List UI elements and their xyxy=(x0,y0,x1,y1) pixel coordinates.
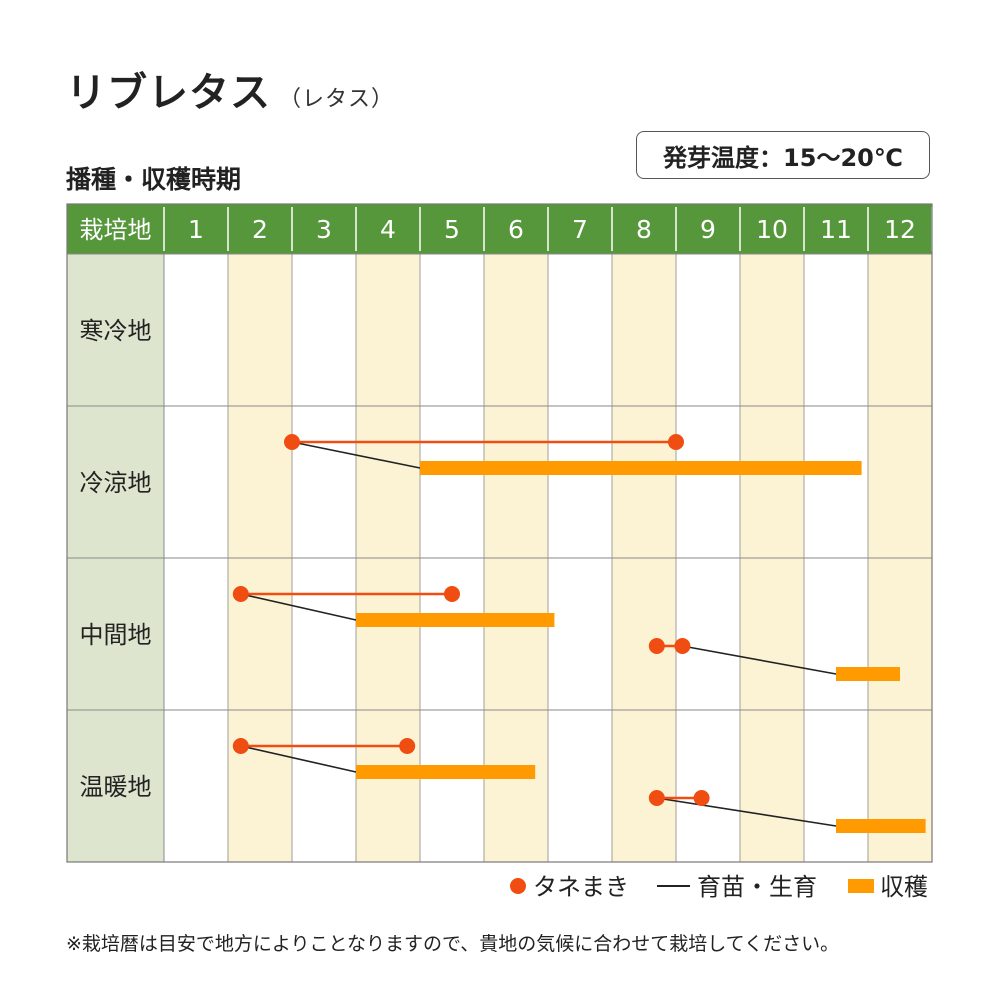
month-label: 3 xyxy=(316,215,332,244)
month-label: 5 xyxy=(444,215,460,244)
sowing-point xyxy=(648,638,665,654)
legend-sowing-label: タネまき xyxy=(533,873,629,901)
legend-nursery-label: 育苗・生育 xyxy=(697,873,817,901)
region-label: 中間地 xyxy=(80,621,152,649)
title-main: リブレタス xyxy=(66,70,271,116)
month-label: 9 xyxy=(700,215,716,244)
month-label: 8 xyxy=(636,215,652,244)
header-row xyxy=(67,204,932,254)
month-label: 1 xyxy=(188,215,204,244)
corner-label: 栽培地 xyxy=(80,216,152,244)
title-sub: （レタス） xyxy=(279,87,395,112)
month-label: 11 xyxy=(820,215,852,244)
harvest-bar xyxy=(836,667,900,681)
legend-sowing-marker xyxy=(510,878,526,894)
harvest-bar xyxy=(836,819,926,833)
region-label: 温暖地 xyxy=(80,773,152,801)
sowing-point xyxy=(693,790,710,806)
nursery-line xyxy=(682,645,837,675)
month-label: 4 xyxy=(380,215,396,244)
month-label: 2 xyxy=(252,215,268,244)
sowing-point xyxy=(232,738,249,754)
sowing-point xyxy=(399,738,416,754)
month-label: 10 xyxy=(756,215,788,244)
month-label: 7 xyxy=(572,215,588,244)
germination-temp-badge: 発芽温度：15〜20℃ xyxy=(636,131,930,179)
chart-border xyxy=(66,203,933,863)
nursery-line xyxy=(291,441,421,469)
section-title: 播種・収穫時期 xyxy=(66,165,242,194)
nursery-line xyxy=(240,745,357,773)
sowing-point xyxy=(284,434,300,450)
region-label: 寒冷地 xyxy=(80,317,152,345)
sowing-point xyxy=(648,790,665,806)
harvest-bar xyxy=(356,613,555,627)
sowing-point xyxy=(668,434,684,450)
legend-harvest-marker xyxy=(848,879,874,893)
region-label: 冷涼地 xyxy=(80,469,152,497)
harvest-bar xyxy=(356,765,536,779)
nursery-line xyxy=(240,593,357,621)
page-title: リブレタス （レタス） xyxy=(66,60,394,118)
legend-harvest-label: 収穫 xyxy=(880,873,928,901)
sowing-point xyxy=(674,638,691,654)
nursery-line xyxy=(656,797,837,827)
sowing-point xyxy=(232,586,249,602)
harvest-bar xyxy=(420,461,862,475)
sowing-point xyxy=(444,586,460,602)
footnote: ※栽培暦は目安で地方によりことなりますので、貴地の気候に合わせて栽培してください… xyxy=(66,933,840,955)
month-label: 6 xyxy=(508,215,524,244)
month-label: 12 xyxy=(884,215,916,244)
